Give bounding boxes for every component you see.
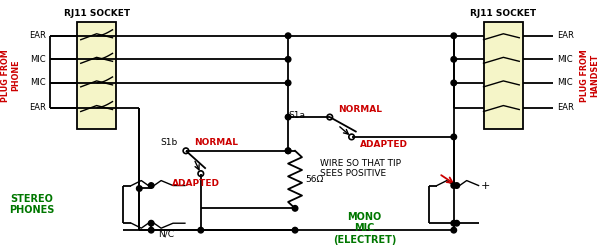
Circle shape [198,227,203,233]
Text: MONO
MIC
(ELECTRET): MONO MIC (ELECTRET) [333,212,396,245]
Circle shape [286,80,291,86]
Text: MIC: MIC [31,78,46,87]
Circle shape [286,148,291,154]
Circle shape [451,57,457,62]
Text: PLUG FROM
PHONE: PLUG FROM PHONE [1,49,20,102]
Circle shape [451,134,457,140]
Text: S1b: S1b [161,138,178,147]
Circle shape [454,220,460,226]
Text: ADAPTED: ADAPTED [172,179,220,188]
Text: EAR: EAR [29,31,46,40]
Text: EAR: EAR [557,103,574,112]
Circle shape [451,220,457,226]
Text: RJ11 SOCKET: RJ11 SOCKET [470,9,536,18]
Circle shape [148,220,154,226]
Circle shape [292,206,298,211]
Text: MIC: MIC [557,78,572,87]
Text: MIC: MIC [31,55,46,64]
Circle shape [137,186,142,191]
Bar [77,22,116,129]
Circle shape [451,183,457,188]
Circle shape [451,80,457,86]
Text: ADAPTED: ADAPTED [359,140,407,149]
Circle shape [286,57,291,62]
Text: RJ11 SOCKET: RJ11 SOCKET [64,9,130,18]
Text: S1a: S1a [288,111,305,120]
Bar [484,22,523,129]
Text: EAR: EAR [29,103,46,112]
Circle shape [148,227,154,233]
Circle shape [451,227,457,233]
Text: PLUG FROM
HANDSET: PLUG FROM HANDSET [580,49,599,102]
Circle shape [286,33,291,39]
Text: EAR: EAR [557,31,574,40]
Circle shape [451,33,457,39]
Text: MIC: MIC [557,55,572,64]
Text: NORMAL: NORMAL [194,138,238,147]
Circle shape [286,148,291,154]
Text: NORMAL: NORMAL [338,105,382,114]
Circle shape [292,227,298,233]
Text: STEREO
PHONES: STEREO PHONES [10,193,55,215]
Circle shape [148,183,154,188]
Circle shape [454,183,460,188]
Text: +: + [481,181,490,190]
Text: 56Ω: 56Ω [305,175,323,184]
Circle shape [286,114,291,120]
Text: N/C: N/C [158,230,174,239]
Text: WIRE SO THAT TIP
SEES POSITIVE: WIRE SO THAT TIP SEES POSITIVE [320,159,401,178]
